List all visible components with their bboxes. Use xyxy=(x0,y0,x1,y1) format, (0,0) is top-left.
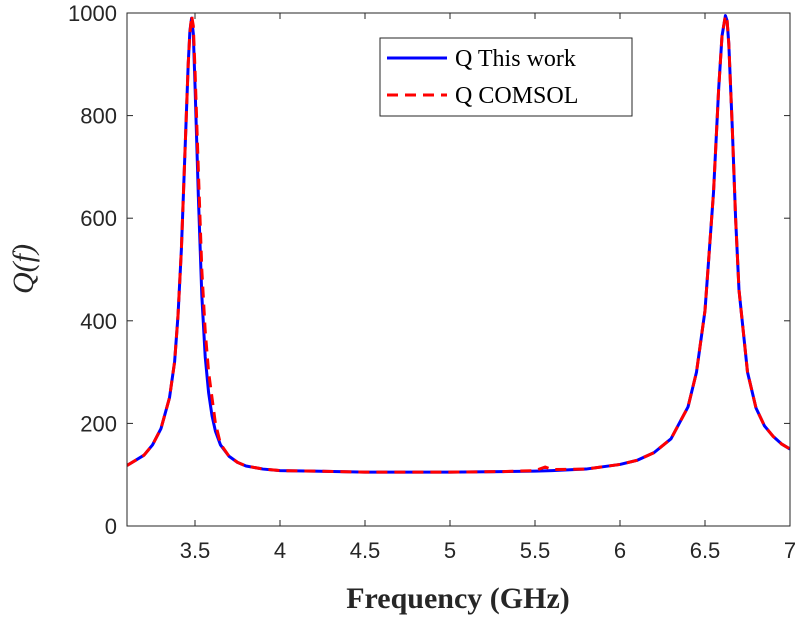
x-tick-label: 6.5 xyxy=(690,538,721,563)
y-tick-label: 400 xyxy=(80,309,117,334)
legend-label-this-work: Q This work xyxy=(455,46,576,72)
x-tick-label: 6 xyxy=(614,538,626,563)
x-axis-label: Frequency (GHz) xyxy=(346,582,570,615)
legend: Q This work Q COMSOL xyxy=(379,37,633,117)
y-tick-label: 200 xyxy=(80,411,117,436)
plot-frame xyxy=(126,12,791,527)
y-axis-label: Q(f) xyxy=(7,244,40,294)
y-tick-label: 600 xyxy=(80,206,117,231)
x-tick-label: 3.5 xyxy=(180,538,211,563)
x-tick-label: 7 xyxy=(784,538,796,563)
x-tick-label: 4.5 xyxy=(350,538,381,563)
y-tick-label: 0 xyxy=(105,514,117,539)
legend-box xyxy=(379,37,633,117)
y-tick-label: 800 xyxy=(80,104,117,129)
x-tick-label: 5 xyxy=(444,538,456,563)
legend-label-comsol: Q COMSOL xyxy=(455,83,578,109)
y-tick-label: 1000 xyxy=(68,1,117,26)
x-tick-label: 5.5 xyxy=(520,538,551,563)
y-axis: 0 200 400 600 800 1000 xyxy=(68,1,790,539)
series-layer xyxy=(127,14,790,474)
x-tick-label: 4 xyxy=(274,538,286,563)
x-axis: 3.5 4 4.5 5 5.5 6 6.5 7 xyxy=(180,13,796,563)
